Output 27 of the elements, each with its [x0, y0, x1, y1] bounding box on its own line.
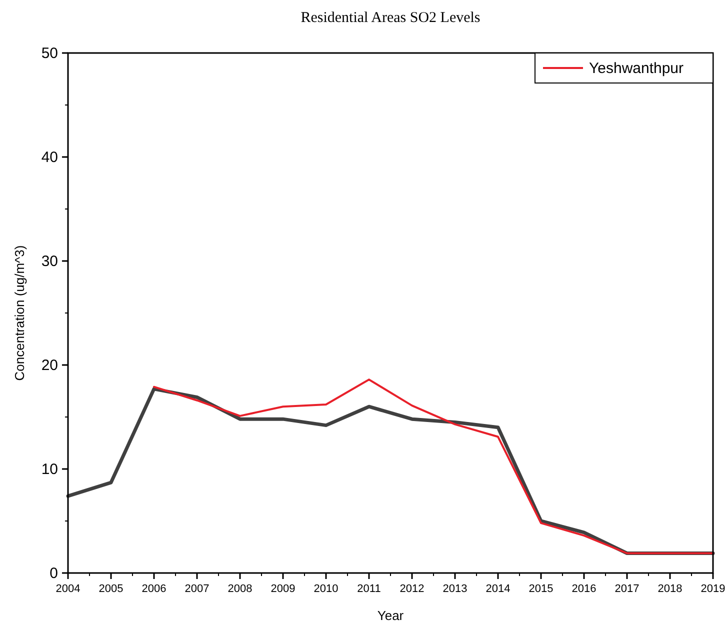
x-tick-label: 2011: [357, 583, 381, 595]
x-tick-label: 2008: [228, 583, 252, 595]
y-tick-label: 20: [41, 357, 58, 374]
y-axis-title: Concentration (ug/m^3): [12, 245, 27, 381]
x-tick-label: 2010: [314, 583, 338, 595]
legend-label: Yeshwanthpur: [589, 60, 684, 77]
y-tick-label: 10: [41, 461, 58, 478]
x-tick-label: 2016: [572, 583, 596, 595]
y-tick-label: 0: [50, 565, 58, 582]
x-tick-label: 2018: [658, 583, 682, 595]
x-axis-title: Year: [377, 608, 404, 623]
x-tick-label: 2007: [184, 583, 210, 595]
x-tick-label: 2014: [486, 583, 510, 595]
x-tick-label: 2017: [614, 583, 640, 595]
y-tick-label: 50: [41, 45, 58, 62]
y-tick-label: 30: [41, 253, 58, 270]
y-tick-label: 40: [41, 149, 58, 166]
x-tick-label: 2009: [270, 583, 296, 595]
line-series: [153, 378, 714, 554]
x-tick-label: 2005: [98, 583, 124, 595]
x-tick-label: 2006: [142, 583, 166, 595]
x-tick-label: 2015: [528, 583, 554, 595]
x-tick-label: 2013: [442, 583, 468, 595]
x-tick-label: 2019: [700, 583, 726, 595]
x-tick-label: 2004: [56, 583, 80, 595]
chart-title: Residential Areas SO2 Levels: [300, 10, 480, 26]
x-tick-label: 2012: [400, 583, 424, 595]
